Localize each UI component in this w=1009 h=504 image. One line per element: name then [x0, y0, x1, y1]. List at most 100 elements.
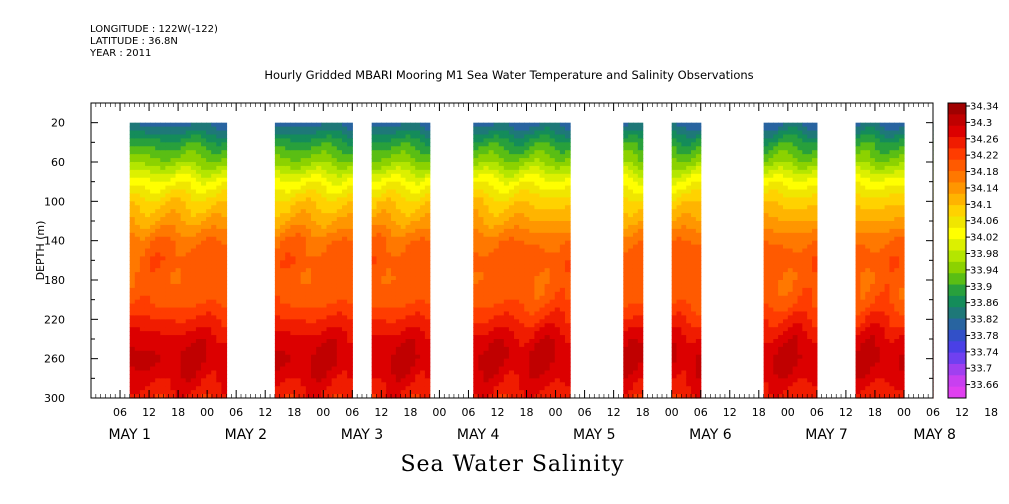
- salinity-cell: [341, 173, 348, 179]
- salinity-cell: [201, 394, 207, 399]
- salinity-cell: [623, 311, 629, 316]
- salinity-cell: [195, 335, 202, 340]
- salinity-cell: [554, 126, 561, 132]
- salinity-cell: [150, 327, 156, 332]
- salinity-cell: [623, 177, 629, 183]
- salinity-cell: [290, 213, 297, 218]
- salinity-cell: [539, 221, 546, 226]
- salinity-cell: [165, 134, 172, 139]
- salinity-cell: [493, 323, 500, 328]
- salinity-cell: [478, 146, 485, 151]
- salinity-cell: [554, 260, 561, 265]
- salinity-cell: [381, 394, 387, 399]
- salinity-cell: [519, 236, 525, 242]
- salinity-cell: [300, 193, 307, 198]
- salinity-cell: [676, 244, 682, 250]
- salinity-cell: [211, 173, 217, 179]
- salinity-cell: [415, 228, 421, 234]
- salinity-cell: [395, 362, 402, 368]
- salinity-cell: [201, 358, 207, 364]
- salinity-cell: [206, 138, 212, 143]
- salinity-cell: [321, 126, 328, 132]
- salinity-cell: [347, 299, 353, 305]
- salinity-cell: [676, 165, 682, 171]
- salinity-cell: [190, 354, 197, 360]
- salinity-cell: [519, 280, 525, 285]
- salinity-cell: [175, 276, 182, 281]
- salinity-cell: [488, 197, 495, 202]
- salinity-cell: [341, 346, 348, 352]
- salinity-cell: [341, 165, 348, 171]
- salinity-cell: [514, 295, 520, 301]
- salinity-cell: [190, 256, 197, 261]
- salinity-cell: [295, 236, 302, 242]
- salinity-cell: [493, 303, 500, 309]
- salinity-cell: [305, 327, 312, 332]
- salinity-cell: [300, 311, 307, 316]
- salinity-cell: [134, 268, 141, 273]
- salinity-cell: [201, 260, 207, 265]
- salinity-cell: [211, 248, 217, 254]
- salinity-cell: [424, 342, 431, 348]
- salinity-cell: [519, 354, 525, 360]
- salinity-cell: [331, 374, 338, 379]
- salinity-cell: [206, 150, 212, 155]
- salinity-cell: [321, 394, 328, 399]
- salinity-cell: [221, 346, 228, 352]
- salinity-cell: [206, 232, 212, 238]
- salinity-cell: [280, 354, 286, 360]
- salinity-cell: [150, 197, 156, 202]
- salinity-cell: [473, 205, 479, 210]
- salinity-cell: [473, 122, 479, 128]
- salinity-cell: [628, 162, 634, 167]
- salinity-cell: [637, 264, 644, 269]
- salinity-cell: [493, 280, 500, 285]
- salinity-cell: [508, 264, 515, 269]
- salinity-cell: [405, 264, 411, 269]
- salinity-cell: [514, 130, 520, 136]
- salinity-cell: [336, 307, 343, 313]
- salinity-cell: [347, 126, 353, 132]
- salinity-cell: [391, 252, 397, 257]
- salinity-cell: [539, 150, 546, 155]
- salinity-cell: [514, 169, 520, 175]
- salinity-cell: [376, 323, 382, 328]
- salinity-cell: [420, 138, 426, 143]
- salinity-cell: [129, 295, 136, 301]
- salinity-cell: [185, 358, 192, 364]
- salinity-cell: [150, 165, 156, 171]
- salinity-cell: [139, 354, 146, 360]
- salinity-cell: [371, 240, 378, 246]
- salinity-cell: [341, 331, 348, 336]
- salinity-cell: [150, 315, 156, 320]
- salinity-cell: [544, 264, 551, 269]
- salinity-cell: [676, 122, 682, 128]
- salinity-cell: [300, 342, 307, 348]
- salinity-cell: [160, 177, 166, 183]
- salinity-cell: [134, 162, 141, 167]
- salinity-cell: [326, 252, 333, 257]
- salinity-cell: [280, 165, 286, 171]
- salinity-cell: [395, 335, 402, 340]
- salinity-cell: [170, 134, 177, 139]
- salinity-cell: [405, 287, 411, 293]
- salinity-cell: [290, 280, 297, 285]
- salinity-cell: [524, 154, 530, 159]
- salinity-cell: [391, 331, 397, 336]
- salinity-cell: [206, 272, 212, 277]
- salinity-cell: [539, 224, 546, 230]
- salinity-cell: [134, 217, 141, 222]
- salinity-cell: [623, 264, 629, 269]
- salinity-cell: [524, 327, 530, 332]
- salinity-cell: [514, 165, 520, 171]
- salinity-cell: [371, 350, 378, 356]
- salinity-cell: [386, 327, 392, 332]
- salinity-cell: [381, 350, 387, 356]
- salinity-cell: [321, 162, 328, 167]
- salinity-cell: [539, 162, 546, 167]
- salinity-cell: [564, 346, 571, 352]
- salinity-cell: [503, 150, 510, 155]
- salinity-cell: [134, 354, 141, 360]
- salinity-cell: [185, 201, 192, 206]
- salinity-cell: [195, 236, 202, 242]
